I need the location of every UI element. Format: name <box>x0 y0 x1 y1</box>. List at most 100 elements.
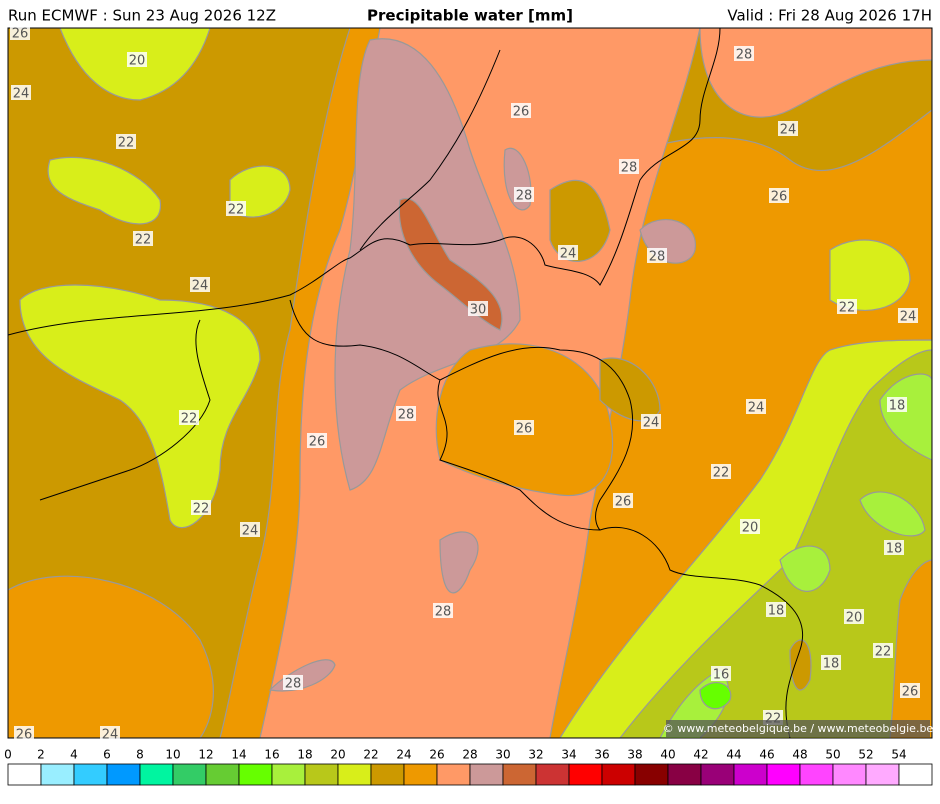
contour-label: 22 <box>118 136 135 151</box>
contour-label-bg <box>647 248 667 263</box>
colorbar-swatch <box>568 763 603 786</box>
colorbar-tick-label: 48 <box>792 748 807 762</box>
colorbar-swatch <box>172 763 207 786</box>
contour-label: 26 <box>902 685 919 700</box>
contour-label: 24 <box>900 310 917 325</box>
contour-label-bg <box>514 420 534 435</box>
contour-label-bg <box>884 540 904 555</box>
colorbar-tick-label: 14 <box>231 748 246 762</box>
contour-label: 26 <box>309 435 326 450</box>
colorbar-swatch <box>403 763 438 786</box>
contour-label-bg <box>711 464 731 479</box>
contour-label-bg <box>900 683 920 698</box>
contour-label-bg <box>240 522 260 537</box>
contour-label-bg <box>641 414 661 429</box>
contour-labels: 26 20 24 22 22 22 24 22 22 24 26 28 30 26 28 24 28 28 28 24… <box>10 25 920 743</box>
contour-label: 22 <box>713 466 730 481</box>
contour-label: 26 <box>615 495 632 510</box>
colorbar-tick-label: 24 <box>396 748 411 762</box>
colorbar-swatch <box>766 763 801 786</box>
contour-label: 24 <box>192 279 209 294</box>
contour-label-bg <box>10 25 30 40</box>
run-label: Run ECMWF : Sun 23 Aug 2026 12Z <box>8 7 276 25</box>
colorbar-tick-label: 38 <box>627 748 642 762</box>
contour-label: 28 <box>736 48 753 63</box>
contour-label: 18 <box>889 399 906 414</box>
contour-label-bg <box>734 46 754 61</box>
copyright: © www.meteobelgique.be / www.meteobelgie… <box>663 722 934 735</box>
contour-label-bg <box>766 602 786 617</box>
contour-label: 28 <box>649 250 666 265</box>
contour-label: 18 <box>886 542 903 557</box>
contour-label: 26 <box>12 27 29 42</box>
contour-label: 26 <box>16 728 33 743</box>
contour-label: 18 <box>768 604 785 619</box>
contour-label-bg <box>116 134 136 149</box>
contour-label-bg <box>468 301 488 316</box>
colorbar: 0 2 4 6 8 10 12 14 16 18 20 22 24 26 28 30 32 34 36 38 40 42 4… <box>4 748 933 786</box>
colorbar-tick-label: 8 <box>136 748 144 762</box>
contour-label: 24 <box>102 728 119 743</box>
contour-label: 28 <box>285 677 302 692</box>
colorbar-swatch <box>667 763 702 786</box>
contour-label-bg <box>619 159 639 174</box>
contour-label-bg <box>190 277 210 292</box>
colorbar-tick-label: 44 <box>726 748 741 762</box>
contour-label: 16 <box>713 668 730 683</box>
colorbar-tick-label: 34 <box>561 748 576 762</box>
contour-label: 20 <box>742 521 759 536</box>
colorbar-swatch <box>139 763 174 786</box>
contour-label-bg <box>396 406 416 421</box>
colorbar-swatch <box>205 763 240 786</box>
contour-label: 28 <box>398 408 415 423</box>
contour-label: 24 <box>242 524 259 539</box>
colorbar-tick-label: 32 <box>528 748 543 762</box>
colorbar-swatch <box>898 763 933 786</box>
colorbar-tick-label: 6 <box>103 748 111 762</box>
contour-label-bg <box>740 519 760 534</box>
colorbar-tick-label: 18 <box>297 748 312 762</box>
contour-label: 28 <box>516 189 533 204</box>
colorbar-tick-label: 52 <box>858 748 873 762</box>
colorbar-swatch <box>733 763 768 786</box>
contour-label: 22 <box>181 412 198 427</box>
map-title: Precipitable water [mm] <box>367 7 573 25</box>
contour-label: 26 <box>516 422 533 437</box>
contour-label: 22 <box>193 502 210 517</box>
contour-label-bg <box>769 188 789 203</box>
colorbar-swatch <box>304 763 339 786</box>
colorbar-tick-label: 2 <box>37 748 45 762</box>
contour-label: 22 <box>839 301 856 316</box>
contour-label: 22 <box>228 203 245 218</box>
colorbar-swatch <box>634 763 669 786</box>
colorbar-tick-label: 16 <box>264 748 279 762</box>
contour-label: 26 <box>771 190 788 205</box>
colorbar-swatch <box>106 763 141 786</box>
colorbar-tick-label: 0 <box>4 748 12 762</box>
contour-label-bg <box>711 666 731 681</box>
contour-label-bg <box>511 103 531 118</box>
contour-label-bg <box>613 493 633 508</box>
colorbar-swatch <box>700 763 735 786</box>
contour-label: 22 <box>875 645 892 660</box>
contour-label: 24 <box>560 247 577 262</box>
colorbar-swatch <box>502 763 537 786</box>
contour-label: 24 <box>780 123 797 138</box>
contour-label-bg <box>898 308 918 323</box>
contour-label-bg <box>746 399 766 414</box>
contour-label-bg <box>837 299 857 314</box>
contour-label-bg <box>844 609 864 624</box>
colorbar-swatch <box>799 763 834 786</box>
colorbar-swatch <box>337 763 372 786</box>
colorbar-tick-label: 28 <box>462 748 477 762</box>
colorbar-swatch <box>436 763 471 786</box>
colorbar-tick-label: 46 <box>759 748 774 762</box>
colorbar-tick-label: 40 <box>660 748 675 762</box>
contour-label-bg <box>11 85 31 100</box>
colorbar-tick-label: 26 <box>429 748 444 762</box>
colorbar-tick-label: 22 <box>363 748 378 762</box>
contour-label-bg <box>307 433 327 448</box>
colorbar-swatch <box>238 763 273 786</box>
colorbar-tick-label: 54 <box>891 748 906 762</box>
colorbar-tick-label: 42 <box>693 748 708 762</box>
